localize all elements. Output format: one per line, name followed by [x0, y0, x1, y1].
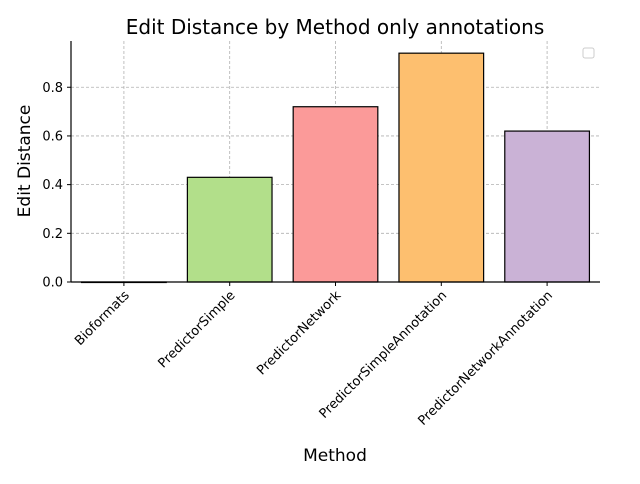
y-tick-label: 0.0: [42, 276, 63, 291]
bar-predictorsimple: [186, 176, 273, 283]
bar-predictorsimpleannotation: [398, 52, 485, 283]
y-tick-label: 0.2: [42, 227, 63, 242]
y-axis-label: Edit Distance: [15, 105, 35, 218]
chart-title: Edit Distance by Method only annotations: [126, 15, 545, 39]
x-axis-label: Method: [303, 446, 367, 466]
y-tick-label: 0.8: [42, 81, 63, 96]
x-tick-label: PredictorNetwork: [254, 288, 344, 378]
axes: [67, 41, 600, 286]
x-tick-label: PredictorSimple: [155, 288, 238, 371]
x-tick-label: PredictorSimpleAnnotation: [317, 288, 450, 421]
bar-predictornetwork: [292, 106, 379, 283]
y-tick-label: 0.6: [42, 129, 63, 144]
legend-box: [582, 47, 595, 59]
y-tick-label: 0.4: [42, 178, 63, 193]
bars: [80, 52, 591, 284]
x-tick-label: Bioformats: [72, 288, 133, 349]
bar-predictornetworkannotation: [504, 130, 591, 283]
